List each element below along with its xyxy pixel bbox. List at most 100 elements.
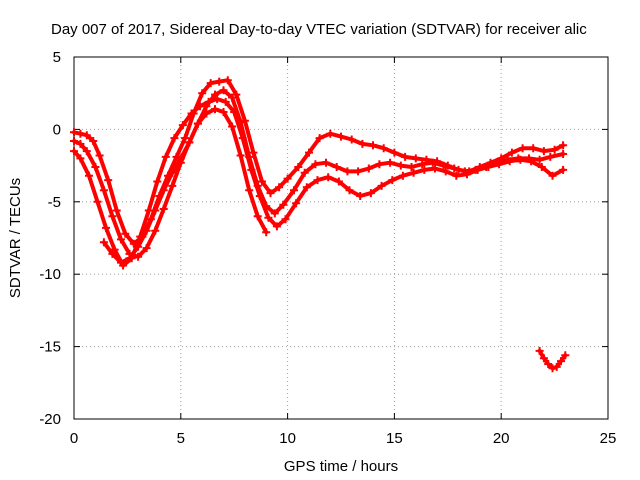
data-point bbox=[219, 86, 228, 95]
data-point bbox=[396, 161, 405, 170]
data-point bbox=[561, 351, 570, 360]
data-point bbox=[539, 354, 548, 363]
data-point bbox=[238, 134, 247, 143]
data-point bbox=[110, 245, 119, 254]
data-point bbox=[266, 189, 275, 198]
data-point bbox=[386, 158, 395, 167]
data-point bbox=[95, 151, 104, 160]
data-point bbox=[326, 129, 335, 138]
data-series bbox=[70, 76, 570, 373]
x-tick-label: 10 bbox=[279, 430, 296, 447]
data-point bbox=[185, 138, 194, 147]
data-point bbox=[452, 171, 461, 180]
data-point bbox=[275, 183, 284, 192]
data-point bbox=[206, 79, 215, 88]
data-point bbox=[196, 102, 204, 111]
data-point bbox=[332, 163, 341, 171]
data-point bbox=[358, 139, 367, 148]
data-point bbox=[311, 160, 320, 169]
series-line bbox=[72, 88, 566, 259]
x-tick-label: 20 bbox=[493, 430, 510, 447]
data-point bbox=[125, 254, 134, 263]
data-point bbox=[89, 137, 98, 145]
data-point bbox=[322, 158, 330, 167]
data-point bbox=[153, 177, 162, 186]
data-point bbox=[82, 147, 91, 156]
data-point bbox=[202, 109, 211, 118]
data-point bbox=[505, 157, 514, 166]
data-point bbox=[537, 163, 546, 171]
data-point bbox=[151, 226, 160, 235]
data-point bbox=[484, 163, 493, 171]
data-point bbox=[294, 163, 303, 171]
gridlines bbox=[74, 57, 608, 419]
data-point bbox=[211, 90, 219, 99]
y-tick-label: -15 bbox=[39, 339, 61, 356]
data-point bbox=[409, 168, 418, 177]
x-tick-label: 5 bbox=[177, 430, 185, 447]
data-point bbox=[272, 222, 281, 231]
data-point bbox=[559, 141, 568, 150]
data-point bbox=[76, 139, 85, 148]
data-point bbox=[193, 119, 202, 128]
x-tick-label: 25 bbox=[600, 430, 617, 447]
data-point bbox=[236, 151, 245, 160]
data-point bbox=[292, 199, 301, 208]
data-point bbox=[450, 164, 459, 173]
y-tick-label: -20 bbox=[39, 411, 61, 428]
data-point bbox=[161, 152, 170, 161]
data-point bbox=[112, 206, 121, 215]
data-point bbox=[134, 242, 143, 251]
data-point bbox=[431, 164, 439, 173]
data-point bbox=[300, 168, 309, 177]
data-point bbox=[187, 109, 196, 118]
data-point bbox=[356, 192, 365, 200]
data-point bbox=[228, 122, 237, 131]
data-point bbox=[198, 89, 207, 98]
chart-title: Day 007 of 2017, Sidereal Day-to-day VTE… bbox=[51, 21, 587, 38]
data-point bbox=[264, 213, 273, 222]
data-point bbox=[548, 364, 557, 373]
series-track-5 bbox=[535, 346, 570, 373]
data-point bbox=[418, 160, 427, 169]
data-point bbox=[407, 163, 416, 171]
x-tick-label: 0 bbox=[70, 430, 78, 447]
series-line bbox=[101, 107, 269, 265]
data-point bbox=[439, 161, 448, 170]
data-point bbox=[245, 186, 254, 195]
data-point bbox=[159, 186, 168, 195]
data-point bbox=[411, 154, 420, 163]
data-point bbox=[354, 167, 363, 176]
data-point bbox=[223, 76, 232, 85]
data-point bbox=[535, 346, 544, 355]
data-point bbox=[142, 226, 151, 235]
data-point bbox=[232, 90, 241, 99]
y-tick-label: 5 bbox=[53, 49, 61, 66]
data-point bbox=[99, 186, 108, 195]
series-track-4 bbox=[99, 105, 271, 267]
data-point bbox=[305, 148, 313, 157]
data-point bbox=[228, 93, 237, 102]
data-point bbox=[463, 170, 471, 179]
data-point bbox=[345, 186, 354, 195]
data-point bbox=[550, 145, 559, 154]
data-point bbox=[518, 144, 527, 153]
data-point bbox=[213, 95, 222, 103]
y-tick-label: 0 bbox=[53, 121, 61, 138]
data-point bbox=[343, 167, 352, 176]
data-point bbox=[258, 177, 266, 186]
data-point bbox=[142, 244, 151, 253]
data-point bbox=[516, 155, 525, 164]
data-point bbox=[230, 108, 239, 116]
data-point bbox=[401, 152, 410, 161]
data-point bbox=[85, 171, 93, 180]
data-point bbox=[546, 152, 555, 161]
data-point bbox=[70, 128, 78, 137]
data-point bbox=[279, 200, 288, 209]
data-point bbox=[240, 116, 249, 125]
data-point bbox=[337, 132, 345, 141]
data-point bbox=[121, 229, 130, 238]
data-point bbox=[168, 168, 177, 177]
y-tick-label: -5 bbox=[48, 194, 61, 211]
